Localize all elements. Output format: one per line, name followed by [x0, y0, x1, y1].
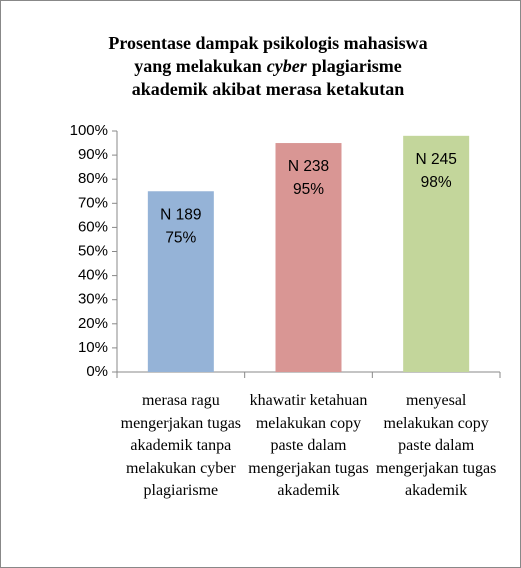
x-tick-label: khawatir ketahuan melakukan copy paste d… [248, 392, 369, 499]
y-tick-label: 60% [78, 218, 108, 235]
y-tick-label: 100% [70, 122, 108, 139]
bar [403, 135, 470, 372]
data-label: N 245 [415, 151, 456, 168]
data-label: 95% [293, 181, 324, 198]
y-tick-label: 70% [78, 194, 108, 211]
chart-title: Prosentase dampak psikologis mahasiswa [108, 33, 427, 53]
chart-title: akademik akibat merasa ketakutan [132, 79, 405, 99]
chart-title: yang melakukan cyber plagiarisme [134, 56, 402, 76]
y-tick-label: 10% [78, 339, 108, 356]
chart-title: cyber [267, 56, 308, 76]
data-label: 98% [421, 174, 452, 191]
data-label: N 189 [160, 206, 201, 223]
y-tick-label: 20% [78, 315, 108, 332]
chart-title: yang melakukan [134, 56, 262, 76]
x-tick-label: merasa ragu mengerjakan tugas akademik t… [120, 392, 242, 499]
bar [275, 143, 342, 372]
y-tick-label: 50% [78, 242, 108, 259]
y-tick-label: 0% [86, 363, 108, 380]
data-label: 75% [165, 229, 196, 246]
chart-title: plagiarisme [312, 56, 402, 76]
data-label: N 238 [288, 158, 329, 175]
x-tick-label: menyesal melakukan copy paste dalam meng… [375, 392, 497, 499]
y-tick-label: 40% [78, 267, 108, 284]
y-tick-label: 90% [78, 146, 108, 163]
bar [147, 191, 214, 372]
y-tick-label: 30% [78, 291, 108, 308]
y-tick-label: 80% [78, 170, 108, 187]
